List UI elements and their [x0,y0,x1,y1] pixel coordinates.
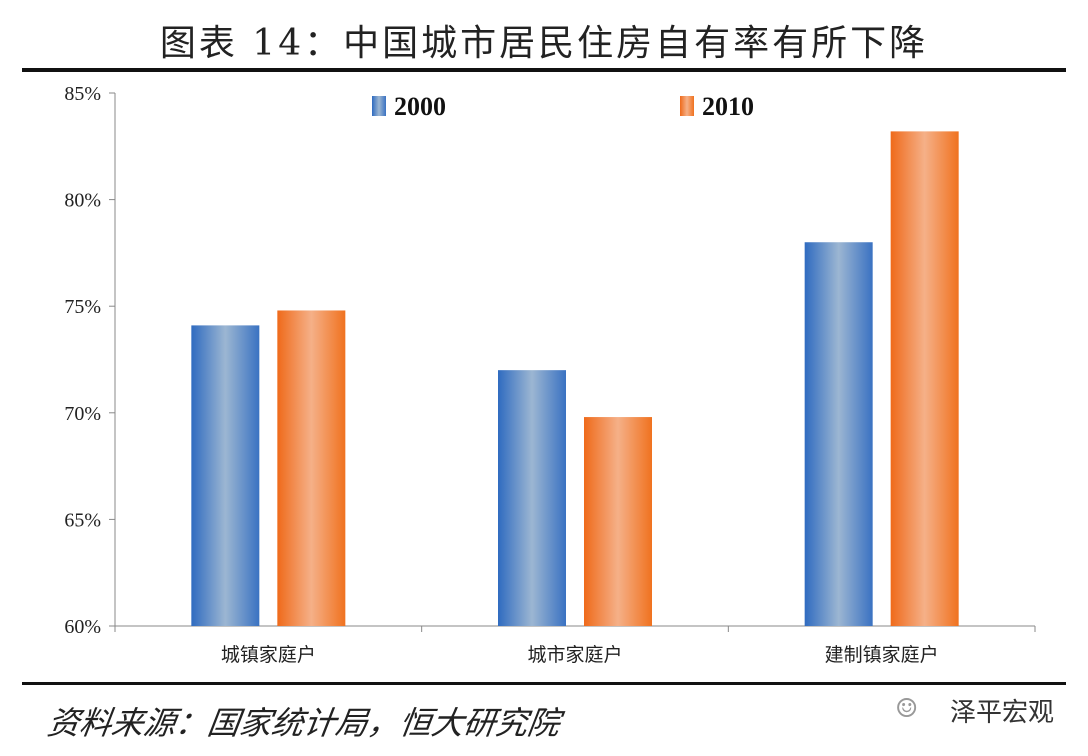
title-rule [22,68,1066,72]
x-tick-label: 城市家庭户 [527,644,622,666]
y-tick-label: 60% [64,616,101,638]
y-tick-label: 70% [64,403,101,425]
watermark: 泽平宏观 [950,698,1055,728]
legend-label-2010: 2010 [702,92,754,121]
source-note: 资料来源：国家统计局，恒大研究院 [45,704,563,742]
bar-2000-3 [804,242,873,627]
bar-2010-2 [584,417,652,626]
y-tick-label: 65% [64,509,101,531]
y-tick-label: 75% [64,296,101,318]
bar-2010-1 [277,310,346,626]
chart-title: 图表 14：中国城市居民住房自有率有所下降 [159,23,929,64]
footer-rule [22,682,1066,685]
bar-2000-1 [191,325,260,626]
bar-chart: 60% 65% 70% 75% 80% 85% 城镇家庭户 城市家庭户 建制镇家庭户 2000 20… [64,83,1036,666]
bar-2000-2 [498,370,566,626]
legend-swatch-2000 [372,96,386,116]
wechat-logo-icon: ☺ [895,694,919,724]
legend-label-2000: 2000 [394,92,446,121]
x-tick-label: 建制镇家庭户 [825,644,939,666]
y-tick-label: 80% [64,190,101,212]
bar-2010-3 [890,131,959,626]
x-tick-label: 城镇家庭户 [221,644,316,666]
legend-swatch-2010 [680,96,694,116]
y-tick-label: 85% [64,83,101,105]
